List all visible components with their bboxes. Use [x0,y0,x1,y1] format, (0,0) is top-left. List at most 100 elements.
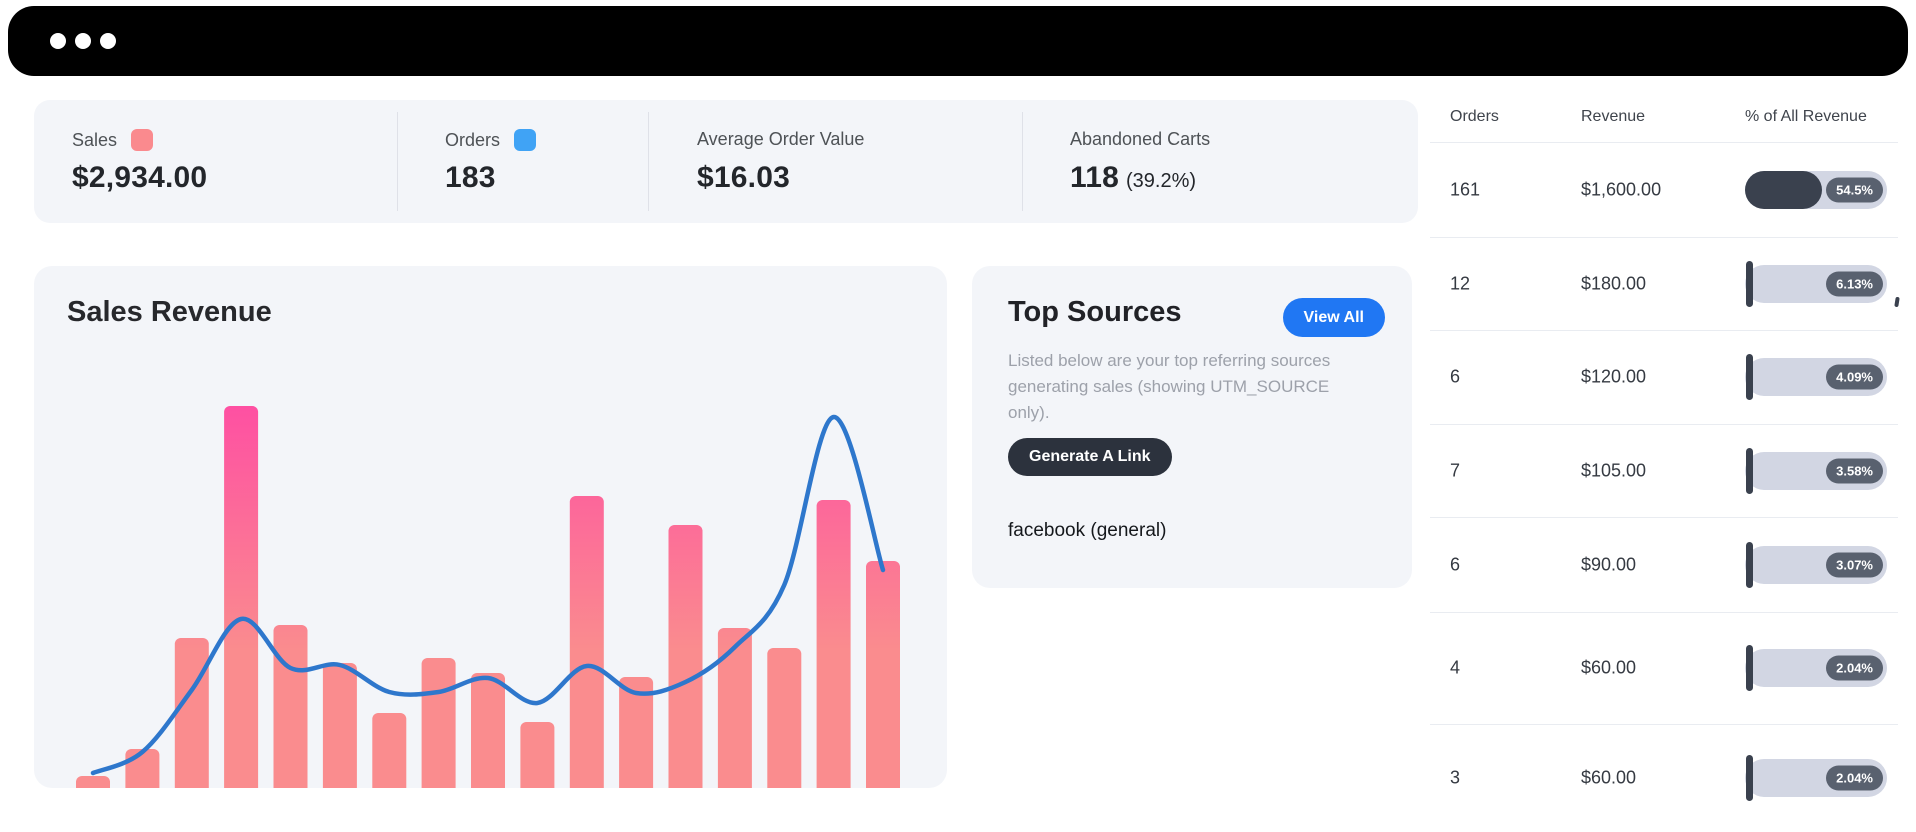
divider [1022,112,1023,211]
table-row: 12 $180.00 6.13% [1430,260,1916,308]
revenue-cell: $120.00 [1581,366,1647,387]
revenue-bar [668,525,703,788]
stat-value: $2,934.00 [72,161,208,194]
orders-color-swatch [514,129,537,151]
percent-badge: 54.5% [1826,177,1883,202]
revenue-cell: $105.00 [1581,460,1647,480]
revenue-bar [76,776,110,788]
table-row: 4 $60.00 2.04% [1430,644,1916,692]
chart-title: Sales Revenue [67,296,272,328]
divider [397,112,398,211]
stats-summary-card: Sales $2,934.00 Orders 183 Average Order… [34,100,1418,223]
percent-badge: 4.09% [1826,364,1883,390]
revenue-table: Orders Revenue % of All Revenue 161 $1,60… [1430,96,1916,832]
row-separator [1430,517,1898,518]
divider [648,112,649,211]
window-control-dot [50,33,66,49]
generate-link-button[interactable]: Generate A Link [1008,438,1172,476]
row-separator [1430,424,1898,425]
row-separator [1430,330,1898,331]
meter-fill [1746,354,1753,400]
top-sources-title: Top Sources [1008,296,1182,328]
orders-cell: 6 [1450,554,1461,574]
revenue-bar [717,628,752,788]
row-separator [1430,142,1898,143]
revenue-share-meter: 54.5% [1745,170,1887,209]
table-row: 3 $60.00 2.04% [1430,754,1916,802]
table-row: 6 $120.00 4.09% [1430,353,1916,401]
stat-suffix: (39.2%) [1126,170,1197,192]
revenue-bar [619,677,654,788]
revenue-bar [520,722,555,788]
meter-fill [1746,541,1753,588]
stat-value: 183 [445,161,496,194]
revenue-cell: $180.00 [1581,273,1647,293]
orders-cell: 3 [1450,767,1461,788]
meter-fill [1746,447,1753,494]
revenue-bar [866,561,900,788]
top-sources-panel: Top Sources View All Listed below are yo… [972,266,1412,588]
revenue-bar [372,713,407,788]
percent-header: % of All Revenue [1745,108,1867,125]
revenue-share-meter: 2.04% [1745,645,1887,691]
table-header-row: Orders Revenue % of All Revenue [1430,96,1916,142]
revenue-cell: $60.00 [1581,657,1637,678]
sales-color-swatch [131,129,154,151]
revenue-bar [471,673,505,788]
meter-fill [1746,260,1753,307]
revenue-share-meter: 2.04% [1745,755,1887,801]
orders-cell: 7 [1450,460,1461,480]
window-titlebar [8,6,1908,76]
revenue-cell: $60.00 [1581,767,1637,788]
orders-line [90,414,886,776]
revenue-bar [322,663,357,788]
orders-cell: 4 [1450,657,1461,678]
revenue-cell: $1,600.00 [1581,179,1662,199]
meter-fill [1745,170,1823,209]
orders-cell: 6 [1450,366,1461,387]
orders-header: Orders [1450,108,1499,125]
row-separator [1430,237,1898,238]
window-control-dot [100,33,116,49]
table-row: 161 $1,600.00 54.5% [1430,166,1916,214]
stat-label: Orders [445,129,501,150]
percent-badge: 2.04% [1826,655,1883,681]
meter-fill [1746,755,1753,801]
top-sources-description: Listed below are your top referring sour… [1008,351,1331,422]
row-separator [1430,724,1898,725]
revenue-share-meter: 3.58% [1745,447,1887,494]
revenue-header: Revenue [1581,108,1646,125]
window-control-dot [75,33,91,49]
revenue-bar [421,658,456,788]
revenue-bar [816,500,851,788]
stat-value: $16.03 [697,161,790,194]
table-row: 7 $105.00 3.58% [1430,447,1916,495]
stat-value: 118 [1070,161,1119,194]
percent-badge: 3.07% [1826,552,1883,577]
stat-label: Abandoned Carts [1070,129,1211,149]
row-separator [1430,612,1898,613]
percent-badge: 3.58% [1826,458,1883,483]
orders-cell: 12 [1450,273,1471,293]
revenue-bar [224,406,259,788]
orders-cell: 161 [1450,179,1481,199]
stat-label: Average Order Value [697,129,865,149]
revenue-cell: $90.00 [1581,554,1637,574]
sales-revenue-panel: Sales Revenue [34,266,947,788]
revenue-share-meter: 6.13% [1745,260,1887,307]
revenue-share-meter: 3.07% [1745,541,1887,588]
revenue-bar [273,625,308,788]
revenue-bar [174,638,209,788]
view-all-button[interactable]: View All [1282,298,1385,337]
percent-badge: 2.04% [1826,765,1883,791]
revenue-bar [767,648,802,788]
percent-badge: 6.13% [1826,271,1883,296]
sales-revenue-chart [76,406,900,788]
revenue-share-meter: 4.09% [1745,354,1887,400]
revenue-bar [569,496,604,788]
stat-label: Sales [72,129,118,150]
table-row: 6 $90.00 3.07% [1430,541,1916,589]
meter-fill [1746,645,1753,691]
source-list-item: facebook (general) [1008,520,1167,541]
